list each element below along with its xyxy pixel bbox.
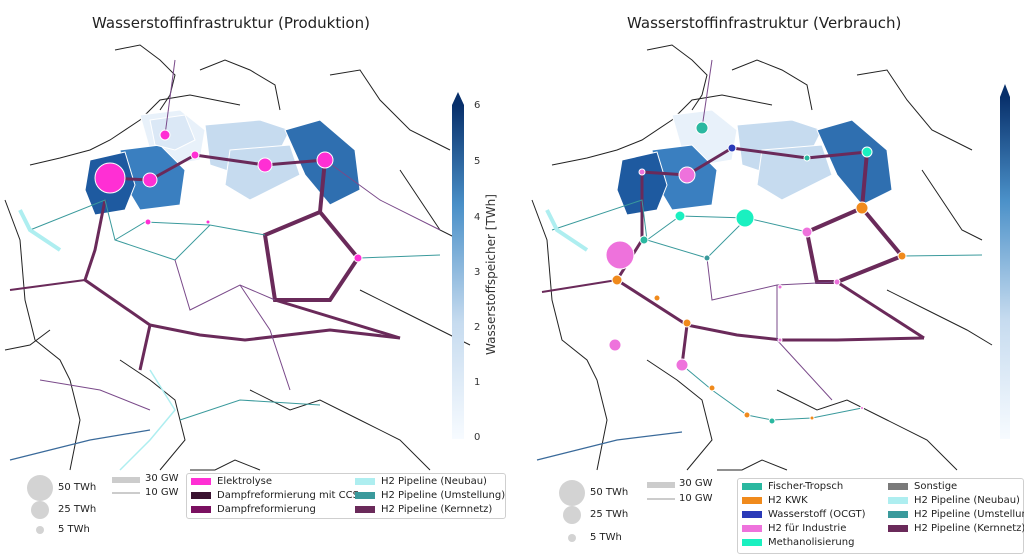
legend-item: H2 Pipeline (Umstellung)	[355, 490, 505, 501]
consumption-node	[678, 166, 696, 184]
legend-item: H2 KWK	[742, 495, 808, 506]
legend-item: H2 Pipeline (Kernnetz)	[355, 504, 492, 515]
consumption-node	[735, 208, 755, 228]
size-legend-label: 50 TWh	[590, 487, 629, 498]
width-legend-label: 30 GW	[679, 478, 713, 489]
consumption-node	[855, 201, 869, 215]
width-legend-label: 10 GW	[679, 493, 713, 504]
colorbar	[1000, 97, 1010, 439]
consumption-node	[860, 406, 864, 410]
legend-item: H2 Pipeline (Umstellun	[888, 509, 1024, 520]
legend-item: Elektrolyse	[191, 476, 272, 487]
consumption-node	[703, 254, 711, 262]
production-node	[144, 218, 152, 226]
legend-item: Sonstige	[888, 481, 957, 492]
consumption-node	[639, 235, 649, 245]
size-legend-medium	[31, 501, 49, 519]
consumption-node	[803, 154, 811, 162]
size-legend-medium	[563, 506, 581, 524]
consumption-node	[801, 226, 813, 238]
consumption-node	[708, 384, 716, 392]
consumption-node	[833, 278, 841, 286]
production-node	[94, 162, 126, 194]
technology-legend: Fischer-Tropsch H2 KWK Wasserstoff (OCGT…	[737, 478, 1024, 554]
colorbar-tick: 2	[474, 322, 481, 333]
width-legend-label: 30 GW	[145, 473, 179, 484]
consumption-node	[675, 358, 689, 372]
pipelines	[9, 59, 441, 471]
consumption-node	[682, 318, 692, 328]
width-legend-thin	[647, 498, 675, 500]
map-title: Wasserstoffinfrastruktur (Verbrauch)	[627, 14, 902, 32]
consumption-node	[611, 274, 623, 286]
consumption-nodes	[605, 121, 907, 425]
consumption-node	[674, 210, 686, 222]
consumption-node	[743, 411, 751, 419]
production-node	[190, 150, 200, 160]
size-legend-label: 25 TWh	[58, 504, 97, 515]
width-legend-thick	[647, 482, 675, 488]
legend-item: Dampfreformierung	[191, 504, 316, 515]
consumption-map-panel: Wasserstoffinfrastruktur (Verbrauch)	[512, 0, 1024, 558]
width-legend-thin	[112, 492, 140, 494]
legend-item: Wasserstoff (OCGT)	[742, 509, 866, 520]
width-legend-thick	[112, 477, 140, 483]
legend-item: H2 Pipeline (Neubau)	[355, 476, 487, 487]
consumption-node	[861, 146, 873, 158]
legend-item: Methanolisierung	[742, 537, 854, 548]
consumption-node	[777, 284, 783, 290]
colorbar-tick: 5	[474, 156, 481, 167]
production-node	[257, 157, 273, 173]
colorbar-tick: 3	[474, 267, 481, 278]
size-legend-label: 5 TWh	[58, 524, 90, 535]
consumption-node	[605, 240, 635, 270]
production-map-panel: Wasserstoffinfrastruktur (Produktion)	[4, 14, 506, 535]
size-legend-small	[36, 526, 44, 534]
consumption-node	[777, 337, 783, 343]
size-legend-large	[559, 480, 585, 506]
pipelines	[536, 59, 983, 461]
consumption-node	[897, 251, 907, 261]
size-legend-small	[568, 534, 576, 542]
colorbar-tick: 1	[474, 377, 481, 388]
storage-regions	[616, 109, 893, 216]
width-legend-label: 10 GW	[145, 487, 179, 498]
production-node	[353, 253, 363, 263]
production-node	[142, 172, 158, 188]
legend-item: Fischer-Tropsch	[742, 481, 843, 492]
colorbar	[452, 105, 464, 439]
size-legend-label: 25 TWh	[590, 509, 629, 520]
legend-item: Dampfreformierung mit CCS	[191, 490, 359, 501]
size-legend-large	[27, 475, 53, 501]
colorbar-tick: 0	[474, 432, 481, 443]
legend-item: H2 für Industrie	[742, 523, 846, 534]
consumption-map	[531, 44, 1010, 542]
country-borders	[4, 44, 471, 471]
production-node	[205, 219, 211, 225]
production-map	[4, 44, 471, 534]
technology-legend: Elektrolyse Dampfreformierung mit CCS Da…	[186, 473, 506, 519]
size-legend-label: 5 TWh	[590, 532, 622, 543]
production-node	[159, 129, 171, 141]
consumption-node	[638, 168, 646, 176]
size-legend-label: 50 TWh	[58, 482, 97, 493]
consumption-node	[653, 294, 661, 302]
colorbar-tick: 6	[474, 100, 481, 111]
country-borders	[531, 44, 993, 471]
consumption-node	[727, 143, 737, 153]
legend-item: H2 Pipeline (Kernnetz)	[888, 523, 1024, 534]
colorbar-tick: 4	[474, 212, 481, 223]
map-title: Wasserstoffinfrastruktur (Produktion)	[92, 14, 370, 32]
production-node	[316, 151, 334, 169]
production-nodes	[94, 129, 363, 263]
consumption-node	[768, 417, 776, 425]
legend-item: H2 Pipeline (Neubau)	[888, 495, 1020, 506]
consumption-node	[608, 338, 622, 352]
colorbar-title: Wasserstoffspeicher [TWh]	[484, 194, 498, 355]
consumption-node	[695, 121, 709, 135]
consumption-node	[809, 415, 815, 421]
